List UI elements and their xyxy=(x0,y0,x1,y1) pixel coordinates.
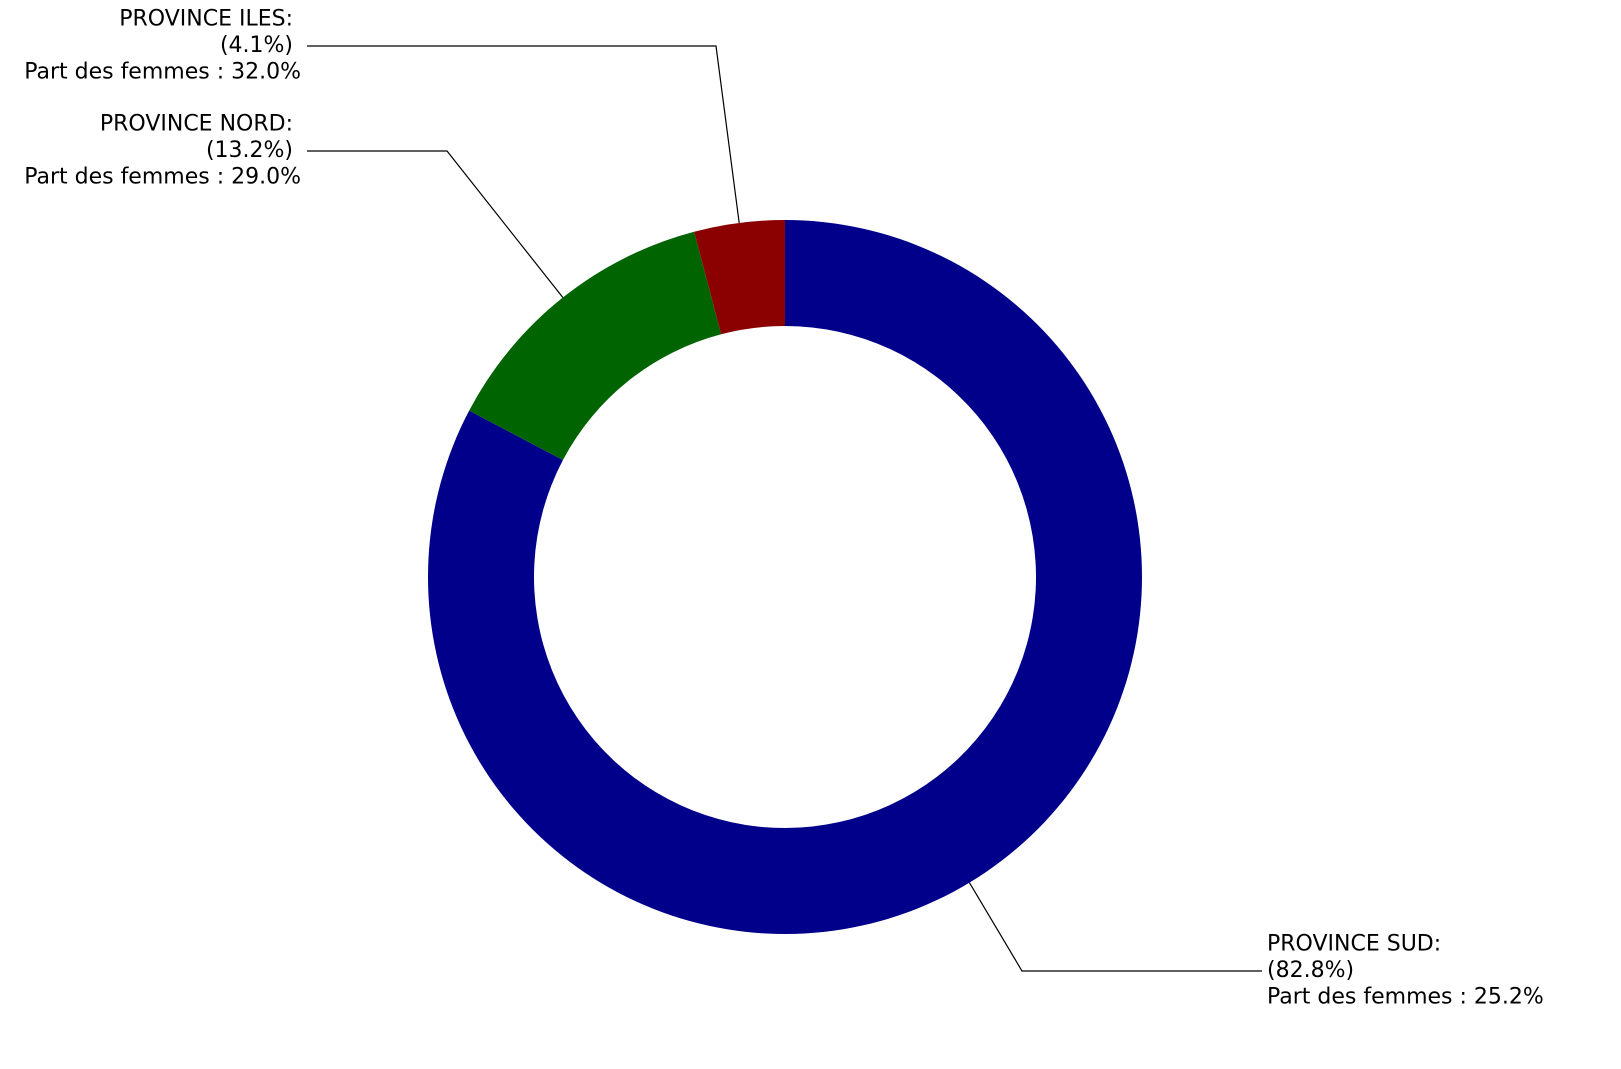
donut-segment xyxy=(694,220,785,335)
annotation: Part des femmes : 32.0% xyxy=(24,60,301,85)
label: PROVINCE NORD: xyxy=(100,112,293,137)
leader-line xyxy=(307,45,740,224)
value-label: (13.2%) xyxy=(206,138,293,163)
label: PROVINCE SUD: xyxy=(1267,932,1441,957)
value-label: (82.8%) xyxy=(1267,958,1354,983)
value-label: (4.1%) xyxy=(220,33,293,58)
donut-segment xyxy=(428,220,1142,934)
leader-line xyxy=(307,150,564,298)
annotation: Part des femmes : 25.2% xyxy=(1267,985,1544,1010)
label: PROVINCE ILES: xyxy=(119,7,293,32)
leader-line xyxy=(968,882,1262,972)
annotation: Part des femmes : 29.0% xyxy=(24,165,301,190)
donut-segment xyxy=(469,231,722,461)
